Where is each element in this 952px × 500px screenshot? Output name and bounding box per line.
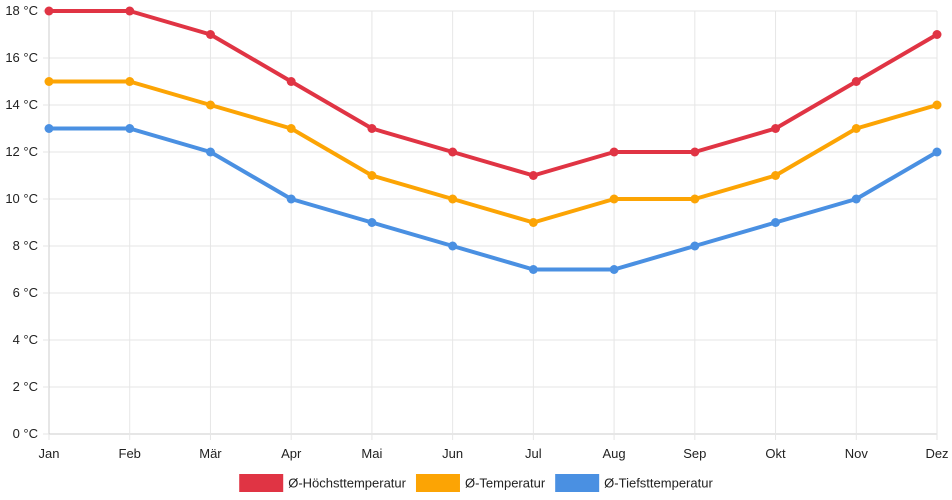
data-point[interactable]	[44, 6, 54, 16]
legend-swatch	[415, 474, 460, 492]
data-point[interactable]	[771, 171, 781, 180]
y-tick-label: 8 °C	[13, 238, 38, 253]
x-tick-label: Feb	[119, 446, 141, 461]
x-tick-label: Jun	[442, 446, 463, 461]
data-point[interactable]	[932, 100, 942, 110]
data-point[interactable]	[125, 77, 135, 86]
series-line-2	[47, 79, 939, 225]
x-tick-label: Mär	[199, 446, 222, 461]
data-point[interactable]	[528, 265, 538, 274]
data-point[interactable]	[448, 241, 458, 251]
data-point[interactable]	[44, 124, 54, 133]
data-point[interactable]	[771, 218, 781, 227]
legend-label: Ø-Temperatur	[465, 476, 546, 491]
data-point[interactable]	[286, 124, 296, 133]
data-point[interactable]	[690, 241, 700, 251]
data-point[interactable]	[205, 100, 215, 110]
x-tick-label: Okt	[765, 446, 786, 461]
grid	[48, 10, 938, 435]
data-point[interactable]	[367, 218, 377, 227]
series-line-1	[47, 9, 939, 178]
x-tick-label: Jan	[39, 446, 60, 461]
legend-swatch	[239, 474, 284, 492]
y-tick-label: 18 °C	[5, 3, 38, 18]
x-tick-label: Apr	[281, 446, 302, 461]
y-tick-label: 4 °C	[13, 332, 38, 347]
data-point[interactable]	[448, 147, 458, 157]
y-tick-label: 6 °C	[13, 285, 38, 300]
legend-label: Ø-Tiefsttemperatur	[604, 476, 713, 491]
legend-swatch	[555, 474, 600, 492]
legend-item-2[interactable]: Ø-Temperatur	[415, 474, 546, 492]
data-point[interactable]	[528, 218, 538, 227]
legend-label: Ø-Höchsttemperatur	[288, 476, 406, 491]
x-tick-label: Mai	[361, 446, 382, 461]
data-point[interactable]	[125, 6, 135, 16]
x-tick-label: Jul	[525, 446, 542, 461]
y-tick-label: 10 °C	[5, 191, 38, 206]
data-point[interactable]	[528, 171, 538, 180]
legend-item-1[interactable]: Ø-Höchsttemperatur	[239, 474, 407, 492]
y-tick-label: 12 °C	[5, 144, 38, 159]
data-point[interactable]	[851, 124, 861, 133]
series-line-3	[47, 126, 939, 272]
series	[44, 6, 942, 274]
y-tick-label: 2 °C	[13, 379, 38, 394]
x-tick-label: Sep	[683, 446, 706, 461]
y-tick-label: 0 °C	[13, 426, 38, 441]
data-point[interactable]	[205, 147, 215, 157]
data-point[interactable]	[932, 30, 942, 39]
data-point[interactable]	[367, 171, 377, 180]
data-point[interactable]	[690, 147, 700, 157]
data-point[interactable]	[44, 77, 54, 86]
x-tick-label: Aug	[603, 446, 626, 461]
data-point[interactable]	[205, 30, 215, 39]
data-point[interactable]	[609, 265, 619, 274]
data-point[interactable]	[851, 77, 861, 86]
axes: 0 °C 2 °C 4 °C 6 °C 8 °C 10 °C 12 °C 14 °C 16 °C…	[5, 3, 948, 461]
legend-item-3[interactable]: Ø-Tiefsttemperatur	[555, 474, 713, 492]
x-tick-label: Dez	[925, 446, 948, 461]
data-point[interactable]	[851, 194, 861, 204]
data-point[interactable]	[448, 194, 458, 204]
data-point[interactable]	[286, 77, 296, 86]
data-point[interactable]	[609, 147, 619, 157]
data-point[interactable]	[125, 124, 135, 133]
data-point[interactable]	[771, 124, 781, 133]
data-point[interactable]	[932, 147, 942, 157]
data-point[interactable]	[609, 194, 619, 204]
y-tick-label: 16 °C	[5, 50, 38, 65]
legend[interactable]: Ø-Höchsttemperatur Ø-Temperatur Ø-Tiefstte…	[239, 474, 713, 492]
data-point[interactable]	[367, 124, 377, 133]
data-point[interactable]	[690, 194, 700, 204]
y-tick-label: 14 °C	[5, 97, 38, 112]
data-point[interactable]	[286, 194, 296, 204]
x-tick-label: Nov	[845, 446, 869, 461]
